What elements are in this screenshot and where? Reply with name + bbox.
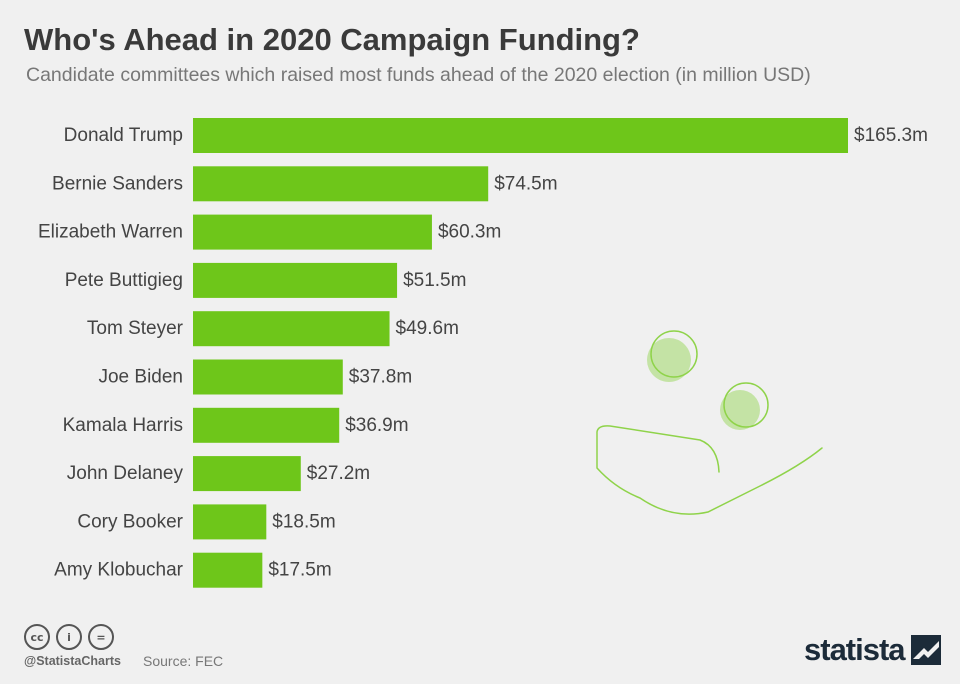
category-label: Tom Steyer (87, 318, 184, 339)
value-label: $165.3m (854, 125, 928, 146)
category-label: Joe Biden (98, 367, 183, 388)
bar[interactable] (193, 262, 398, 298)
bar[interactable] (193, 504, 267, 540)
value-label: $18.5m (272, 511, 335, 532)
statista-handle[interactable]: @StatistaCharts (24, 654, 121, 668)
bar[interactable] (193, 359, 343, 395)
value-label: $36.9m (345, 415, 408, 436)
attribution-icon[interactable]: i (56, 624, 82, 650)
category-label: Amy Klobuchar (54, 560, 184, 581)
bar[interactable] (193, 552, 263, 588)
cc-icon[interactable]: cc (24, 624, 50, 650)
bar[interactable] (193, 456, 301, 492)
value-label: $51.5m (403, 270, 466, 291)
bar[interactable] (193, 311, 390, 347)
value-label: $49.6m (396, 318, 459, 339)
hand-outline (596, 425, 823, 515)
value-label: $27.2m (307, 463, 370, 484)
bar[interactable] (193, 166, 489, 202)
category-label: Donald Trump (64, 125, 183, 146)
bar[interactable] (193, 214, 432, 250)
category-label: Kamala Harris (63, 415, 183, 436)
value-label: $17.5m (268, 560, 331, 581)
category-label: Pete Buttigieg (65, 270, 183, 291)
chart-subtitle: Candidate committees which raised most f… (26, 64, 811, 86)
statista-logo[interactable]: statista (804, 634, 941, 665)
hand-with-coins-icon (596, 330, 823, 515)
statista-logo-text: statista (804, 632, 906, 667)
value-label: $60.3m (438, 222, 501, 243)
source-text: Source: FEC (143, 653, 224, 669)
no-derivatives-icon[interactable]: = (88, 624, 114, 650)
bar[interactable] (193, 407, 340, 443)
license-icons: cc i = (24, 624, 114, 650)
coin-outline (650, 330, 698, 378)
statista-logo-icon (910, 634, 941, 665)
coin-outline (723, 382, 769, 428)
category-label: Elizabeth Warren (38, 222, 183, 243)
category-label: Cory Booker (77, 511, 183, 532)
value-label: $37.8m (349, 367, 412, 388)
chart-title: Who's Ahead in 2020 Campaign Funding? (24, 22, 640, 57)
value-label: $74.5m (494, 173, 557, 194)
category-label: John Delaney (67, 463, 184, 484)
category-label: Bernie Sanders (52, 173, 183, 194)
bar[interactable] (193, 118, 848, 153)
